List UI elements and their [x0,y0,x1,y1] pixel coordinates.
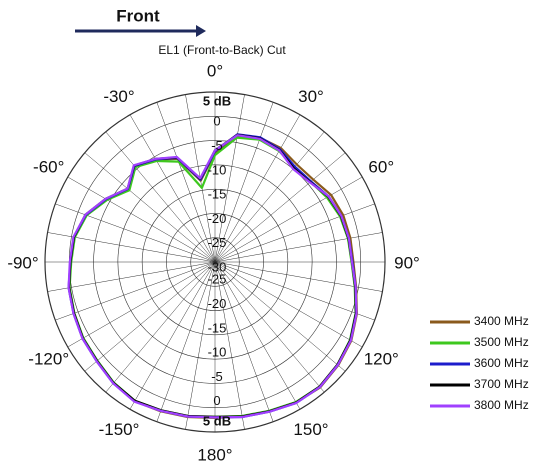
r-tick-label: -10 [208,345,227,360]
spoke [214,261,375,321]
plot [67,133,358,419]
polar-grid [44,91,386,433]
spoke [67,261,216,348]
spoke [214,152,346,263]
legend-label: 3600 MHz [474,356,529,370]
spoke [156,261,216,422]
spoke [214,261,325,393]
legend-label: 3700 MHz [474,377,529,391]
spoke [47,261,216,292]
r-tick-label: -15 [208,187,227,202]
spoke [129,261,216,410]
direction-label: Front [116,6,160,25]
angle-tick-label: 120° [364,349,399,368]
spoke [214,114,301,263]
angle-tick-label: 60° [368,157,394,176]
spoke [214,261,301,410]
angle-tick-label: 90° [394,253,420,272]
angle-tick-label: 150° [293,420,328,439]
angle-tick-label: -120° [28,349,69,368]
grid-ring [93,140,337,384]
spoke [129,114,216,263]
spoke [214,261,363,348]
angle-tick-label: 0° [207,61,223,80]
r-tick-label: 0 [213,114,220,129]
spoke [214,261,274,422]
angle-tick-label: -30° [103,87,134,106]
grid-ring [44,91,386,433]
angle-tick-label: -90° [7,253,38,272]
angle-tick-label: -60° [33,157,64,176]
spoke [55,261,216,321]
spoke [214,94,245,263]
r-tick-label: -25 [208,235,227,250]
spoke [67,176,216,263]
grid-ring [141,188,289,336]
legend-label: 3500 MHz [474,335,529,349]
legend-label: 3400 MHz [474,314,529,328]
angle-tick-label: 180° [197,445,232,464]
spoke [214,232,383,263]
spoke [156,102,216,263]
arrow-head [196,25,206,37]
spoke [105,131,216,263]
spoke [214,261,245,430]
legend-label: 3800 MHz [474,398,529,412]
r-tick-label: -5 [211,138,223,153]
r-tick-label: -20 [208,296,227,311]
spoke [84,261,216,372]
spoke [84,152,216,263]
r-tick-label: -20 [208,211,227,226]
spoke [105,261,216,393]
r-tick-label: 5 dB [203,413,231,428]
r-tick-label: 5 dB [203,93,231,108]
legend: 3400 MHz 3500 MHz 3600 MHz 3700 MHz 3800 MHz [430,314,529,412]
spoke [55,203,216,263]
spoke [214,261,346,372]
spoke [214,131,325,263]
spoke [214,102,274,263]
r-tick-label: 0 [213,393,220,408]
r-tick-label: -30 [208,259,227,274]
grid-ring [190,237,240,287]
spoke [185,261,216,430]
r-tick-label: -15 [208,320,227,335]
chart-title: EL1 (Front-to-Back) Cut [158,43,286,57]
angle-tick-label: 30° [298,87,324,106]
r-tick-label: -10 [208,162,227,177]
r-tick-label: -5 [211,369,223,384]
spoke [214,176,363,263]
spoke [214,203,375,263]
angle-tick-label: -150° [99,420,140,439]
series-line [67,134,358,419]
r-tick-label: -25 [208,272,227,287]
grid-ring [117,164,313,360]
grid-ring [166,213,264,311]
